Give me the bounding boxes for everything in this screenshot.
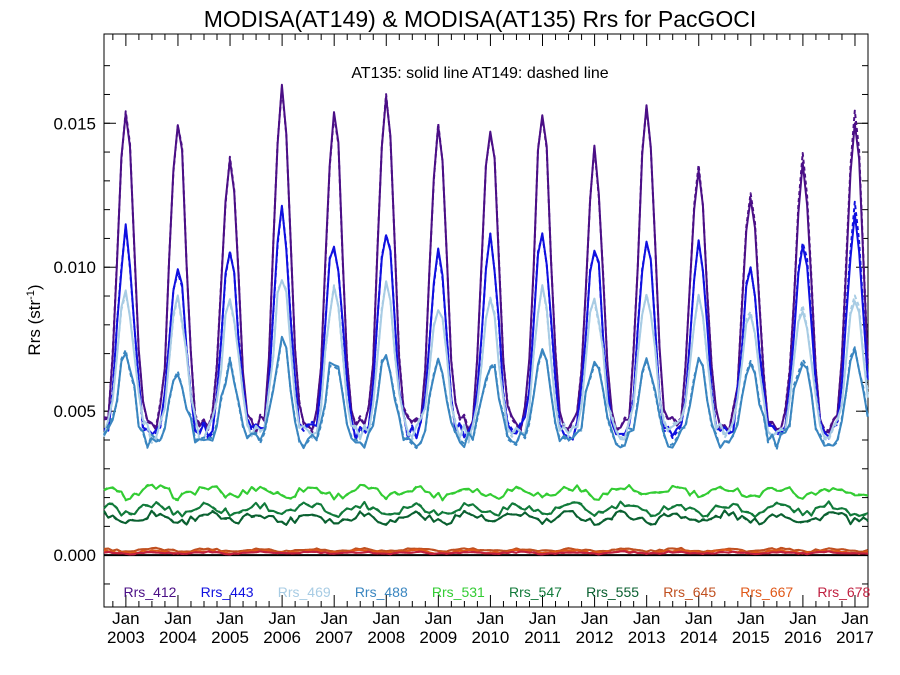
series-rrs-443-at135	[103, 204, 869, 441]
series-rrs-488-at149	[103, 336, 869, 451]
x-tick-month: Jan	[581, 609, 608, 628]
annotation-line-styles: AT135: solid line AT149: dashed line	[351, 65, 608, 82]
x-tick-month: Jan	[737, 609, 764, 628]
y-tick-label: 0.000	[53, 546, 96, 565]
y-axis-label-sup: -1	[25, 290, 37, 300]
series-rrs-645-at135	[103, 546, 869, 553]
y-tick-label: 0.010	[53, 258, 96, 277]
legend-entry-rrs-667: Rrs_667	[740, 584, 793, 600]
y-axis-label: Rrs (str-1)	[25, 284, 44, 355]
series-rrs-443-at149	[103, 200, 869, 441]
x-tick-month: Jan	[529, 609, 556, 628]
series-rrs-667-at149	[103, 548, 868, 555]
x-tick-year: 2011	[524, 628, 561, 647]
x-tick-year: 2007	[315, 628, 353, 647]
x-tick-year: 2004	[159, 628, 197, 647]
x-tick-year: 2008	[367, 628, 405, 647]
x-tick-year: 2003	[107, 628, 145, 647]
x-tick-year: 2009	[419, 628, 457, 647]
x-tick-month: Jan	[841, 609, 868, 628]
x-tick-month: Jan	[477, 609, 504, 628]
x-tick-month: Jan	[685, 609, 712, 628]
legend-entry-rrs-678: Rrs_678	[817, 584, 870, 600]
legend-entry-rrs-488: Rrs_488	[355, 584, 408, 600]
x-tick-month: Jan	[425, 609, 452, 628]
legend-entry-rrs-443: Rrs_443	[201, 584, 254, 600]
legend-entry-rrs-531: Rrs_531	[432, 584, 485, 600]
x-tick-year: 2014	[680, 628, 718, 647]
chart-title: MODISA(AT149) & MODISA(AT135) Rrs for Pa…	[204, 6, 757, 32]
legend-entry-rrs-547: Rrs_547	[509, 584, 562, 600]
x-tick-year: 2017	[836, 628, 874, 647]
x-tick-month: Jan	[216, 609, 243, 628]
y-axis-label-close: )	[25, 284, 44, 290]
y-tick-label: 0.015	[53, 114, 96, 133]
legend-entry-rrs-412: Rrs_412	[124, 584, 177, 600]
x-tick-year: 2012	[576, 628, 614, 647]
x-tick-month: Jan	[268, 609, 295, 628]
x-tick-year: 2006	[263, 628, 301, 647]
x-tick-month: Jan	[164, 609, 191, 628]
y-axis-label-main: Rrs (str	[25, 300, 44, 356]
legend: Rrs_412 Rrs_443 Rrs_469 Rrs_488 Rrs_531 Rrs_5…	[124, 584, 871, 600]
x-tick-month: Jan	[633, 609, 660, 628]
series-rrs-555-at149	[103, 509, 869, 527]
x-tick-month: Jan	[320, 609, 347, 628]
legend-entry-rrs-645: Rrs_645	[663, 584, 716, 600]
x-tick-year: 2005	[211, 628, 249, 647]
series-rrs-547-at149	[103, 500, 869, 518]
legend-entry-rrs-555: Rrs_555	[586, 584, 639, 600]
series-rrs-531-at149	[103, 483, 868, 502]
x-tick-month: Jan	[373, 609, 400, 628]
x-tick-year: 2015	[732, 628, 770, 647]
x-tick-month: Jan	[112, 609, 139, 628]
series-rrs-531-at135	[103, 483, 869, 501]
y-tick-label: 0.005	[53, 402, 96, 421]
x-axis: Jan2003Jan2004Jan2005Jan2006Jan2007Jan20…	[107, 34, 874, 647]
plot-frame	[103, 33, 869, 608]
series-rrs-412-at149	[103, 86, 869, 436]
x-tick-year: 2010	[472, 628, 510, 647]
series-rrs-469-at149	[103, 279, 869, 444]
x-tick-year: 2013	[628, 628, 666, 647]
y-axis: 0.000 0.005 0.010 0.015	[53, 65, 868, 585]
x-tick-month: Jan	[789, 609, 816, 628]
x-tick-year: 2016	[784, 628, 822, 647]
series-rrs-678-at149	[103, 550, 868, 556]
legend-entry-rrs-469: Rrs_469	[278, 584, 331, 600]
series-layer	[103, 83, 869, 556]
